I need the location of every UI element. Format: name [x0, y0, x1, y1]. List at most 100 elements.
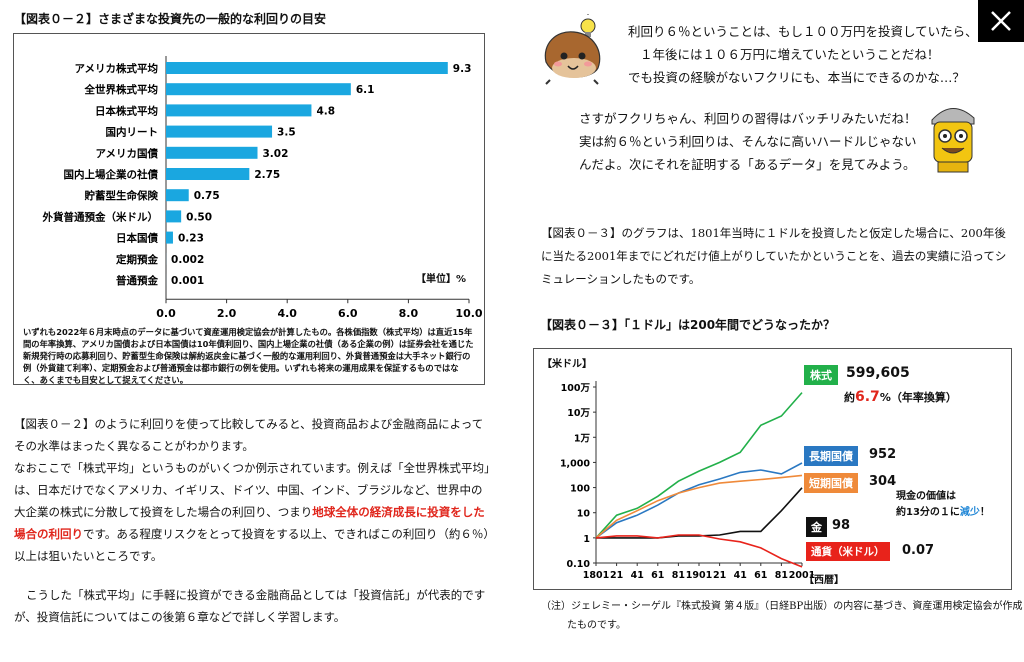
paragraph-2-highlight: 地球全体の経済成長に投資をした場合の利回り — [14, 505, 485, 541]
speech-bubble-fukuri: 利回り６％ということは、もし１００万円を投資していたら、 １年後には１０６万円に… — [628, 20, 978, 89]
y-tick-label: 0.10 — [567, 559, 591, 570]
bar — [166, 62, 448, 74]
gold-label: 金 — [806, 517, 827, 537]
shortbond-label: 短期国債 — [804, 473, 858, 493]
unit-label: 【単位】% — [416, 274, 467, 285]
bar — [166, 168, 250, 180]
y-tick-label: 1 — [583, 534, 590, 545]
cash-note-line-1: 現金の価値は — [896, 491, 956, 502]
stock-rate-pre: 約 — [844, 391, 855, 404]
longbond-label: 長期国債 — [804, 446, 858, 466]
bar-category-label: 外貨普通預金（米ドル） — [42, 210, 159, 223]
figure-0-2-title: 【図表０－２】さまざまな投資先の一般的な利回りの目安 — [14, 12, 327, 26]
bar-value-label: 0.50 — [186, 211, 212, 223]
figure-0-2-note: いずれも2022年６月末時点のデータに基づいて資産運用検定協会が計算したもの。各… — [23, 327, 474, 385]
x-tick-label: 81 — [775, 570, 788, 581]
x-tick-label: 41 — [734, 570, 747, 581]
x-tick-label: 61 — [754, 570, 767, 581]
bubble-2-line-2: 実は約６％という利回りは、そんなに高いハードルじゃない — [579, 134, 917, 149]
stock-rate-value: 6.7 — [855, 389, 880, 405]
bubble-1-line-1: 利回り６％ということは、もし１００万円を投資していたら、 — [628, 24, 978, 39]
bar-value-label: 0.23 — [178, 233, 204, 245]
x-axis-unit: 【西暦】 — [804, 575, 844, 586]
cash-note: 現金の価値は 約13分の１に減少！ — [896, 489, 990, 521]
bubble-2-line-3: んだよ。次にそれを証明する「あるデータ」を見てみよう。 — [579, 157, 916, 172]
bar-value-label: 0.001 — [171, 275, 204, 287]
bubble-2-line-1: さすがフクリちゃん、利回りの習得はバッチリみたいだね！ — [579, 111, 917, 126]
bar-value-label: 0.002 — [171, 254, 204, 266]
figure-0-3-footnote: （注）ジェレミー・シーゲル『株式投資 第４版』（日経BP出版）の内容に基づき、資… — [541, 601, 1024, 631]
x-tick-label: 21 — [610, 570, 623, 581]
bar — [166, 146, 258, 159]
bar-value-label: 9.3 — [453, 63, 472, 75]
x-tick-label: 10.0 — [455, 307, 482, 320]
cash-note-line-2: 約13分の１に減少！ — [896, 505, 990, 521]
bar — [166, 231, 173, 244]
cash-note-2b: 減少 — [959, 507, 980, 518]
bar-category-label: 定期預金 — [115, 253, 158, 266]
paragraph-right: 【図表０－３】のグラフは、1801年当時に１ドルを投資したと仮定した場合に、20… — [541, 226, 1007, 286]
figure-0-3-box: 100万 10万 1万 1,000 100 10 1 0.10 1801 21 41 61 81 1901… — [533, 348, 1012, 590]
stock-label: 株式 — [804, 365, 838, 385]
bar-value-label: 3.02 — [263, 148, 289, 160]
longbond-series-line — [595, 462, 803, 539]
x-tick-label: 2.0 — [217, 307, 237, 320]
paragraph-1: 【図表０－２】のように利回りを使って比較してみると、投資商品および金融商品によっ… — [14, 417, 484, 453]
close-button[interactable] — [978, 0, 1024, 42]
x-tick-label: 4.0 — [277, 307, 297, 320]
x-tick-label: 21 — [713, 570, 726, 581]
shortbond-series-line — [595, 474, 803, 539]
bar-value-label: 2.75 — [254, 169, 280, 181]
bar-category-label: 日本国債 — [116, 232, 158, 245]
bar-value-label: 6.1 — [356, 84, 375, 96]
close-icon — [991, 11, 1011, 31]
bar-category-label: 日本株式平均 — [95, 104, 158, 117]
bar-category-label: 全世界株式平均 — [84, 83, 159, 96]
y-tick-label: 1万 — [574, 433, 591, 444]
x-tick-label: 1801 — [583, 570, 609, 581]
bar — [166, 104, 312, 117]
x-tick-label: 6.0 — [338, 307, 358, 320]
yield-bar-chart: アメリカ株式平均 9.3 全世界株式平均 6.1 日本株式平均 4.8 国内リート 3.5 アメ… — [42, 56, 483, 320]
x-tick-label: 8.0 — [399, 307, 419, 320]
cash-series-line — [595, 534, 803, 568]
bar-value-label: 4.8 — [316, 105, 335, 117]
bubble-1-line-2: １年後には１０６万円に増えていたということだね！ — [640, 47, 940, 62]
bar-category-label: 国内リート — [106, 126, 159, 139]
bar-value-label: 3.5 — [277, 127, 296, 139]
bar — [166, 210, 182, 223]
x-tick-label: 41 — [631, 570, 644, 581]
bar-category-label: アメリカ国債 — [96, 147, 159, 160]
longbond-value: 952 — [869, 447, 897, 462]
y-tick-label: 100 — [570, 484, 590, 495]
bubble-1-line-3: でも投資の経験がないフクリにも、本当にできるのかな…？ — [628, 70, 965, 85]
bar-value-label: 0.75 — [194, 190, 220, 202]
bar-category-label: 国内上場企業の社債 — [64, 168, 159, 181]
stock-series-line — [595, 392, 803, 539]
cash-label: 通貨（米ドル） — [806, 542, 890, 561]
cash-value: 0.07 — [902, 543, 935, 558]
bar — [166, 125, 273, 138]
y-axis-unit: 【米ドル】 — [542, 359, 592, 370]
gold-value: 98 — [832, 518, 851, 533]
bar — [166, 189, 189, 202]
x-tick-label: 61 — [651, 570, 664, 581]
body-text-left: 【図表０－２】のように利回りを使って比較してみると、投資商品および金融商品によっ… — [14, 413, 490, 567]
bar — [166, 83, 351, 96]
paragraph-3: こうした「株式平均」に手軽に投資ができる金融商品としては「投資信託」が代表的です… — [14, 588, 486, 624]
cash-note-2a: 約13分の１に — [896, 507, 960, 518]
bar-category-label: 貯蓄型生命保険 — [85, 189, 159, 202]
teacher-mascot — [931, 108, 975, 173]
paragraph-2-text-a: なおここで「株式平均」というものがいくつか例示されています。例えば「全世界株式平… — [14, 461, 490, 519]
bar-category-label: アメリカ株式平均 — [75, 62, 158, 75]
y-tick-label: 10万 — [567, 408, 590, 419]
fukuri-chestnut-mascot — [544, 14, 601, 85]
y-tick-label: 100万 — [561, 383, 591, 394]
x-tick-label: 0.0 — [156, 307, 176, 320]
y-tick-label: 10 — [577, 509, 591, 520]
x-tick-label: 81 — [672, 570, 685, 581]
x-tick-label: 1901 — [686, 570, 712, 581]
stock-rate: 約6.7%（年率換算） — [844, 389, 957, 405]
bar-category-label: 普通預金 — [116, 274, 158, 287]
figure-0-2-box: アメリカ株式平均 9.3 全世界株式平均 6.1 日本株式平均 4.8 国内リート 3.5 アメ… — [13, 33, 485, 385]
